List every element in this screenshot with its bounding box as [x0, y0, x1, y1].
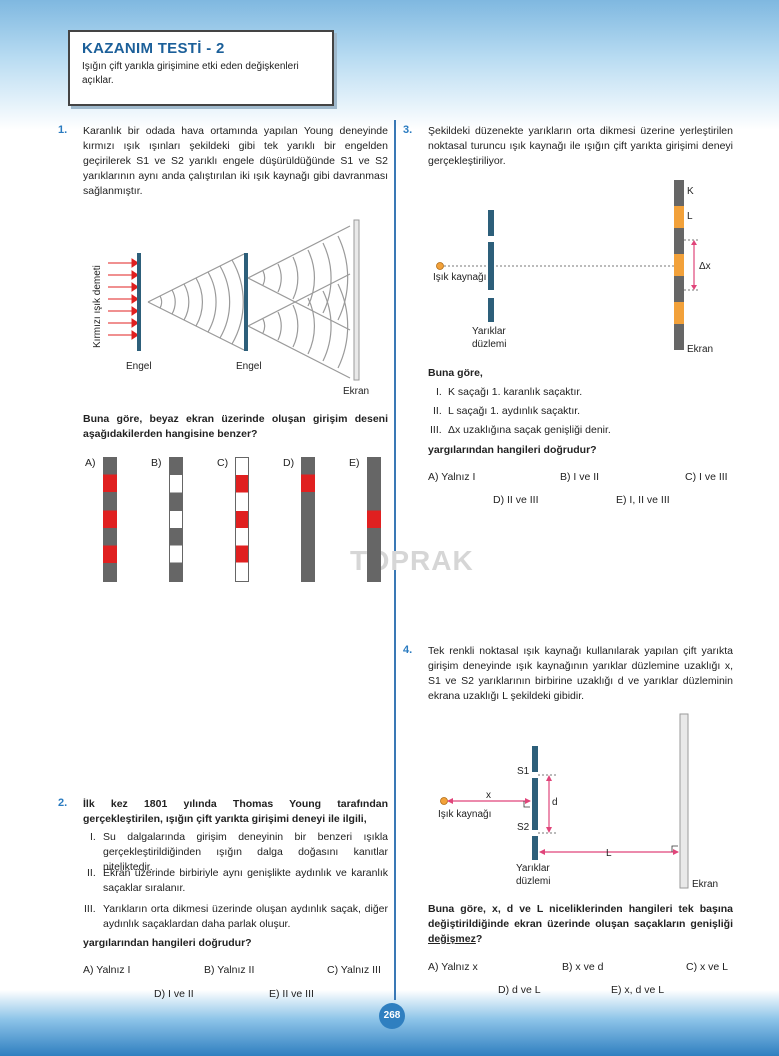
- question-4-prompt: Buna göre, x, d ve L niceliklerinden han…: [428, 902, 733, 947]
- q1-option-a-label[interactable]: A): [85, 457, 96, 469]
- column-divider: [394, 120, 396, 1000]
- L-label: L: [606, 848, 612, 859]
- q4-option-c[interactable]: C) x ve L: [686, 961, 729, 973]
- q1-option-b-label[interactable]: B): [151, 457, 162, 469]
- page-subtitle: Işığın çift yarıkla girişimine etki eden…: [82, 61, 299, 86]
- fringe-k-label: K: [687, 186, 694, 197]
- q2-statement-1-id: I.: [90, 831, 96, 843]
- slit-plate-bottom: [488, 298, 494, 322]
- q2-statement-1: Su dalgalarında girişim deneyinin bir be…: [103, 831, 388, 873]
- diffraction-waves-2: [247, 225, 351, 379]
- double-slit-setup-figure: [436, 180, 698, 350]
- question-4-number: 4.: [403, 644, 413, 656]
- screen-label: Ekran: [343, 386, 370, 397]
- q4-prompt-mark: ?: [475, 933, 483, 945]
- double-slit-barrier: [244, 253, 248, 351]
- q3-prompt: yargılarından hangileri doğrudur?: [428, 444, 597, 456]
- slit-plate-top: [488, 210, 494, 236]
- q1-option-e-label[interactable]: E): [349, 457, 360, 469]
- q2-statement-3: Yarıkların orta dikmesi üzerinde oluşan …: [103, 903, 388, 930]
- page-title: KAZANIM TESTİ - 2: [82, 40, 225, 57]
- q2-statement-2-id: II.: [87, 867, 96, 879]
- q1-option-c-label[interactable]: C): [217, 457, 229, 469]
- q3-option-a[interactable]: A) Yalnız I: [428, 471, 476, 483]
- q4-prompt-emphasis: değişmez: [428, 933, 476, 945]
- q3-statement-2-id: II.: [433, 405, 442, 417]
- slit-plate-middle: [488, 242, 494, 290]
- white-screen: [353, 219, 360, 381]
- single-slit-barrier: [137, 253, 141, 351]
- x-label: x: [486, 790, 491, 801]
- q2-option-e[interactable]: E) II ve III: [269, 988, 314, 1000]
- q4-light-source-dot: [440, 797, 448, 805]
- q4-slit-plate-bottom: [532, 836, 538, 860]
- q2-option-b[interactable]: B) Yalnız II: [204, 964, 255, 976]
- beam-label: Kırmızı ışık demeti: [92, 265, 103, 348]
- q2-statement-2: Ekran üzerinde birbiriyle aynı genişlikt…: [103, 867, 388, 894]
- question-1-text: Karanlık bir odada hava ortamında yapıla…: [83, 125, 388, 197]
- q3-option-d[interactable]: D) II ve III: [493, 494, 539, 506]
- question-1-prompt: Buna göre, beyaz ekran üzerinde oluşan g…: [83, 413, 388, 440]
- question-2-text: İlk kez 1801 yılında Thomas Young tarafı…: [83, 798, 388, 825]
- q3-statement-1: K saçağı 1. karanlık saçaktır.: [448, 386, 583, 398]
- s2-label: S2: [517, 822, 530, 833]
- light-source-dot: [436, 262, 444, 270]
- young-experiment-figure: [108, 219, 360, 381]
- q1-option-d-label[interactable]: D): [283, 457, 295, 469]
- q4-option-e[interactable]: E) x, d ve L: [611, 984, 665, 996]
- q2-option-a[interactable]: A) Yalnız I: [83, 964, 131, 976]
- fringe-screen: [674, 180, 684, 350]
- slit-distance-figure: [440, 713, 689, 889]
- q4-option-b[interactable]: B) x ve d: [562, 961, 604, 973]
- q3-slits-label: Yarıklar düzlemi: [472, 326, 507, 350]
- q3-screen-label: Ekran: [687, 344, 714, 355]
- page-number: 268: [379, 1003, 405, 1029]
- q1-option-e-pattern[interactable]: [367, 457, 381, 582]
- q2-option-c[interactable]: C) Yalnız III: [327, 964, 381, 976]
- question-2-number: 2.: [58, 797, 68, 809]
- q3-statement-3-id: III.: [430, 424, 442, 436]
- question-1-number: 1.: [58, 124, 68, 136]
- q3-option-e[interactable]: E) I, II ve III: [616, 494, 670, 506]
- q4-screen: [679, 713, 689, 889]
- q3-statement-3: Δx uzaklığına saçak genişliği denir.: [448, 424, 611, 436]
- diffraction-waves-1: [147, 253, 245, 351]
- question-3-text: Şekildeki düzenekte yarıkların orta dikm…: [428, 125, 733, 167]
- q4-screen-label: Ekran: [692, 879, 719, 890]
- question-4-text: Tek renkli noktasal ışık kaynağı kullanı…: [428, 645, 733, 702]
- q1-option-c-pattern[interactable]: [235, 457, 249, 582]
- q3-lead: Buna göre,: [428, 367, 483, 379]
- q3-statement-1-id: I.: [436, 386, 442, 398]
- q4-prompt-main: Buna göre, x, d ve L niceliklerinden han…: [428, 903, 733, 930]
- q1-option-b-pattern[interactable]: [169, 457, 183, 582]
- q2-prompt: yargılarından hangileri doğrudur?: [83, 937, 252, 949]
- q4-source-label: Işık kaynağı: [438, 809, 492, 820]
- q4-slits-label: Yarıklar düzlemi: [516, 863, 551, 887]
- s1-label: S1: [517, 766, 530, 777]
- q2-statement-3-id: III.: [84, 903, 96, 915]
- q1-option-d-pattern[interactable]: [301, 457, 315, 582]
- red-arrows: [108, 258, 139, 340]
- barrier-2-label: Engel: [236, 361, 262, 372]
- q4-slit-plate-top: [532, 746, 538, 772]
- fringe-l-label: L: [687, 211, 693, 222]
- q3-statement-2: L saçağı 1. aydınlık saçaktır.: [448, 405, 581, 417]
- delta-x-label: Δx: [699, 261, 711, 272]
- barrier-1-label: Engel: [126, 361, 152, 372]
- q1-option-a-pattern[interactable]: [103, 457, 117, 582]
- question-3-number: 3.: [403, 124, 413, 136]
- q3-option-c[interactable]: C) I ve III: [685, 471, 728, 483]
- header-box: KAZANIM TESTİ - 2 Işığın çift yarıkla gi…: [68, 30, 334, 106]
- q4-option-d[interactable]: D) d ve L: [498, 984, 541, 996]
- q2-option-d[interactable]: D) I ve II: [154, 988, 194, 1000]
- q4-slit-plate-middle: [532, 778, 538, 830]
- q4-option-a[interactable]: A) Yalnız x: [428, 961, 478, 973]
- q3-option-b[interactable]: B) I ve II: [560, 471, 600, 483]
- q3-source-label: Işık kaynağı: [433, 272, 487, 283]
- d-label: d: [552, 797, 558, 808]
